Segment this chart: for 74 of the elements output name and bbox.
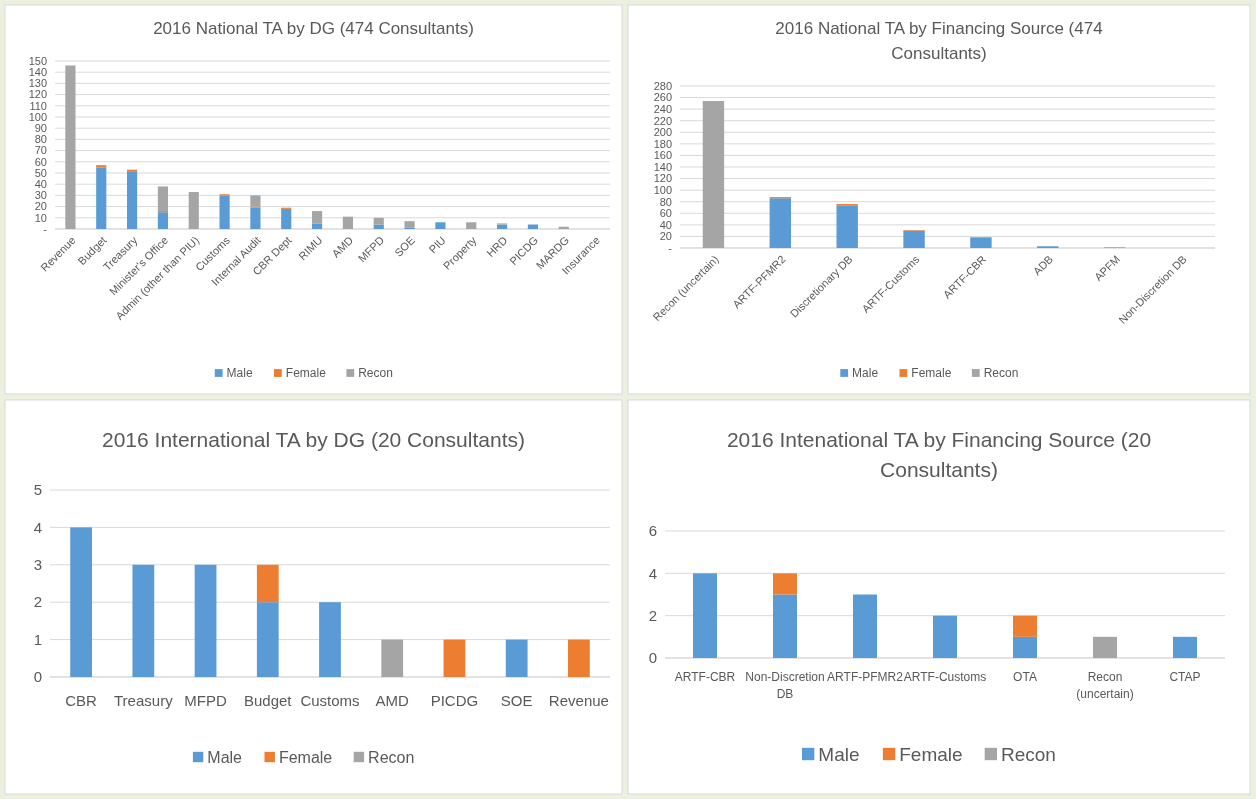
legend-label: Recon (358, 366, 393, 381)
y-tick-label: 5 (33, 481, 42, 499)
y-tick-label: 2 (648, 606, 657, 624)
legend-label: Female (911, 366, 952, 381)
y-tick-label: 4 (648, 564, 657, 582)
y-tick-label: 200 (653, 126, 672, 139)
x-tick-label: ARTF-CBR (674, 669, 736, 684)
legend-label: Male (226, 366, 253, 381)
y-tick-label: 80 (659, 195, 672, 208)
y-tick-label: 60 (659, 207, 672, 220)
y-tick-label: 280 (653, 79, 672, 92)
y-tick-label: 40 (659, 218, 672, 231)
x-tick-label: OTA (1013, 669, 1037, 684)
x-tick-label: Treasury (114, 691, 174, 709)
y-tick-label: 20 (659, 230, 672, 243)
x-tick-label: Budget (244, 691, 293, 709)
legend-label: Recon (983, 366, 1019, 381)
x-tick-label: ARTF-Customs (903, 669, 987, 684)
x-tick-label: SOE (500, 691, 533, 709)
y-tick-label: 4 (33, 518, 42, 536)
y-tick-label: 10 (34, 211, 47, 224)
x-tick-label: CTAP (1169, 669, 1201, 684)
chart-title: 2016 National TA by Financing Source (474 Consultants) (775, 19, 1103, 63)
x-tick-label: Non-Discretion DB (745, 669, 825, 701)
y-tick-label: 60 (34, 155, 47, 168)
y-tick-label: 130 (28, 77, 47, 90)
y-tick-label: 70 (34, 144, 47, 157)
y-tick-label: 120 (28, 88, 47, 101)
y-tick-label: 80 (34, 133, 47, 146)
y-tick-label: 120 (653, 172, 672, 185)
legend-label: Male (852, 366, 879, 381)
y-tick-label: 50 (34, 166, 47, 179)
legend-label: Male (207, 748, 243, 766)
y-tick-label: 3 (33, 556, 42, 574)
legend-label: Female (285, 366, 327, 381)
y-tick-label: 110 (29, 99, 47, 112)
legend-label: Female (278, 748, 333, 766)
y-tick-label: 90 (34, 122, 47, 135)
x-tick-label: Revenue (548, 691, 609, 709)
x-tick-label: MFPD (184, 691, 227, 709)
x-tick-label: PIU (426, 233, 448, 256)
chart-title: 2016 Intenational TA by Financing Source (20 Consultants) (726, 428, 1152, 482)
legend-label: Male (818, 743, 860, 765)
y-tick-label: 240 (653, 102, 672, 115)
x-tick-label: Recon (uncertain) (1076, 669, 1134, 701)
y-tick-label: 0 (648, 649, 657, 667)
y-tick-label: 220 (653, 114, 672, 127)
y-tick-label: 30 (34, 189, 47, 202)
y-tick-label: - (43, 222, 48, 235)
y-tick-label: 20 (34, 200, 47, 213)
legend-label: Recon (368, 748, 415, 766)
y-tick-label: 2 (33, 593, 42, 611)
y-tick-label: 6 (648, 522, 657, 540)
x-tick-label: ARTF-PFMR2 (827, 669, 904, 684)
legend-label: Female (899, 743, 963, 765)
x-tick-label: PICDG (430, 691, 479, 709)
y-tick-label: 160 (653, 149, 672, 162)
y-tick-label: 40 (34, 178, 47, 191)
chart-title: 2016 National TA by DG (474 Consultants) (153, 19, 474, 38)
y-tick-label: 260 (653, 91, 672, 104)
x-tick-label: AMD (375, 691, 410, 709)
legend-label: Recon (1001, 743, 1056, 765)
y-tick-label: 1 (33, 630, 42, 648)
y-tick-label: 0 (33, 668, 42, 686)
y-tick-label: 100 (653, 183, 672, 196)
y-tick-label: 150 (28, 54, 47, 67)
y-tick-label: 140 (653, 160, 672, 173)
x-tick-label: Customs (300, 691, 360, 709)
y-tick-label: 180 (653, 137, 672, 150)
y-tick-label: 100 (28, 110, 47, 123)
y-tick-label: 140 (28, 66, 47, 79)
x-tick-label: CBR (65, 691, 98, 709)
y-tick-label: - (668, 241, 673, 254)
chart-title: 2016 International TA by DG (20 Consultants) (102, 428, 525, 451)
